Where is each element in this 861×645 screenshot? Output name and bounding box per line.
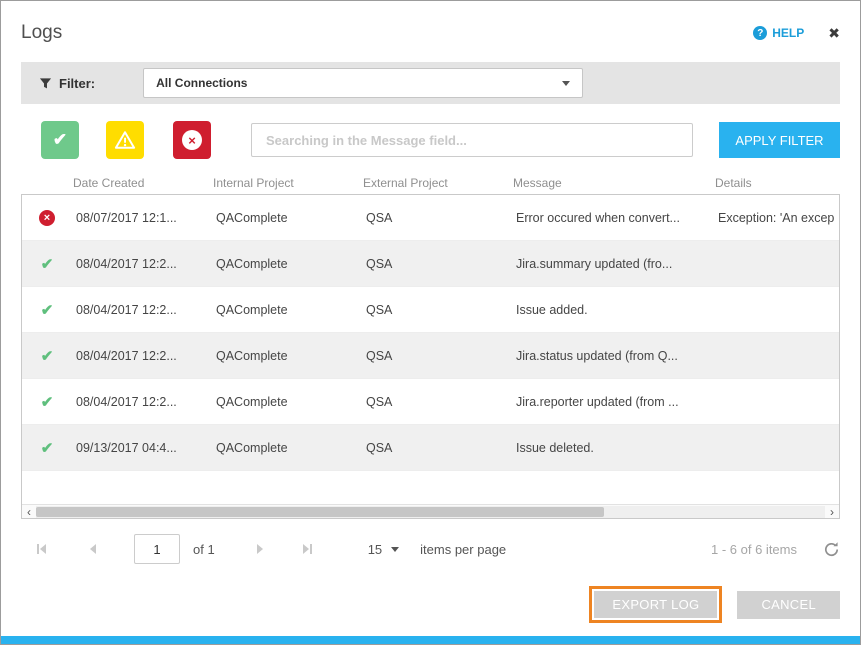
toolbar: ✔ × APPLY FILTER <box>21 121 840 159</box>
row-status-cell: ✔ <box>22 255 72 273</box>
table-row[interactable]: ✔ 08/04/2017 12:2... QAComplete QSA Jira.sta… <box>22 333 839 379</box>
error-icon: × <box>39 209 55 226</box>
refresh-icon[interactable] <box>823 541 840 558</box>
grid-header-row: Date Created Internal Project External P… <box>21 172 840 194</box>
last-page-icon[interactable] <box>302 544 312 554</box>
cell-external-project: QSA <box>366 302 393 317</box>
column-header-internal-project: Internal Project <box>213 176 294 190</box>
help-icon: ? <box>753 26 768 40</box>
cell-internal-project: QAComplete <box>216 348 288 363</box>
search-input[interactable] <box>251 123 693 157</box>
cell-message: Jira.reporter updated (from ... <box>516 394 679 409</box>
filter-warning-button[interactable] <box>106 121 144 159</box>
cell-message: Jira.status updated (from Q... <box>516 348 678 363</box>
grid-body-rows: × 08/07/2017 12:1... QAComplete QSA Error oc… <box>22 195 839 471</box>
cell-date: 08/04/2017 12:2... <box>76 302 177 317</box>
page-size-dropdown[interactable]: 15 <box>367 541 400 557</box>
cell-date: 09/13/2017 04:4... <box>76 440 177 455</box>
connections-dropdown-value: All Connections <box>156 76 248 90</box>
column-header-details: Details <box>715 176 752 190</box>
table-row[interactable]: × 08/07/2017 12:1... QAComplete QSA Error oc… <box>22 195 839 241</box>
export-log-highlight: EXPORT LOG <box>589 586 723 623</box>
cell-internal-project: QAComplete <box>216 210 288 225</box>
scrollbar-thumb[interactable] <box>36 506 605 517</box>
cell-internal-project: QAComplete <box>216 394 288 409</box>
scroll-right-arrow-icon[interactable]: › <box>830 504 834 519</box>
column-header-date-created: Date Created <box>73 176 145 190</box>
table-row[interactable]: ✔ 08/04/2017 12:2... QAComplete QSA Jira.rep… <box>22 379 839 425</box>
cell-external-project: QSA <box>366 394 393 409</box>
cell-date: 08/04/2017 12:2... <box>76 348 177 363</box>
success-icon: ✔ <box>40 301 54 319</box>
pager: of 1 15 items per page 1 - 6 of 6 items <box>21 527 840 571</box>
table-row[interactable]: ✔ 09/13/2017 04:4... QAComplete QSA Issue de… <box>22 425 839 471</box>
filter-success-button[interactable]: ✔ <box>41 121 79 159</box>
grid-empty-area <box>22 471 839 504</box>
cell-internal-project: QAComplete <box>216 302 288 317</box>
cell-message: Error occured when convert... <box>516 210 680 225</box>
filter-funnel-icon <box>39 77 52 90</box>
horizontal-scrollbar[interactable]: ‹ › <box>22 504 839 518</box>
cell-external-project: QSA <box>366 440 393 455</box>
cell-external-project: QSA <box>366 348 393 363</box>
row-status-cell: × <box>22 209 72 226</box>
dialog-footer: EXPORT LOG CANCEL <box>1 586 860 623</box>
close-icon[interactable]: ✖ <box>828 25 840 41</box>
row-status-cell: ✔ <box>22 439 72 457</box>
scroll-left-arrow-icon[interactable]: ‹ <box>27 504 31 519</box>
cell-external-project: QSA <box>366 210 393 225</box>
help-link[interactable]: ? HELP <box>753 26 804 40</box>
success-icon: ✔ <box>40 393 54 411</box>
cell-internal-project: QAComplete <box>216 256 288 271</box>
dialog-header: Logs ? HELP ✖ <box>1 1 860 51</box>
table-row[interactable]: ✔ 08/04/2017 12:2... QAComplete QSA Issue ad… <box>22 287 839 333</box>
cell-date: 08/07/2017 12:1... <box>76 210 177 225</box>
cell-date: 08/04/2017 12:2... <box>76 394 177 409</box>
column-header-external-project: External Project <box>363 176 448 190</box>
cell-message: Jira.summary updated (fro... <box>516 256 673 271</box>
warning-triangle-icon <box>114 130 136 150</box>
chevron-down-icon <box>391 546 400 552</box>
items-range-label: 1 - 6 of 6 items <box>711 541 797 557</box>
page-size-value: 15 <box>367 541 383 557</box>
success-icon: ✔ <box>40 347 54 365</box>
connections-dropdown[interactable]: All Connections <box>143 68 584 98</box>
export-log-button[interactable]: EXPORT LOG <box>594 591 718 618</box>
success-icon: ✔ <box>40 439 54 457</box>
cell-internal-project: QAComplete <box>216 440 288 455</box>
cell-date: 08/04/2017 12:2... <box>76 256 177 271</box>
filter-bar: Filter: All Connections <box>21 62 840 104</box>
cell-external-project: QSA <box>366 256 393 271</box>
cell-message: Issue added. <box>516 302 588 317</box>
page-number-input[interactable] <box>134 534 180 564</box>
row-status-cell: ✔ <box>22 301 72 319</box>
help-label: HELP <box>772 26 805 40</box>
log-grid: × 08/07/2017 12:1... QAComplete QSA Error oc… <box>21 194 840 519</box>
chevron-down-icon <box>562 80 571 86</box>
check-icon: ✔ <box>52 130 68 149</box>
cell-message: Issue deleted. <box>516 440 594 455</box>
page-title: Logs <box>21 22 63 43</box>
first-page-icon[interactable] <box>37 544 46 554</box>
table-row[interactable]: ✔ 08/04/2017 12:2... QAComplete QSA Jira.sum… <box>22 241 839 287</box>
scrollbar-track[interactable] <box>36 505 825 518</box>
column-header-message: Message <box>513 176 562 190</box>
previous-page-icon[interactable] <box>90 544 96 554</box>
row-status-cell: ✔ <box>22 393 72 411</box>
filter-error-button[interactable]: × <box>173 121 211 159</box>
items-per-page-label: items per page <box>420 541 507 557</box>
error-circle-icon: × <box>182 130 202 150</box>
cell-details: Exception: 'An excep <box>718 210 835 225</box>
cancel-button[interactable]: CANCEL <box>737 590 840 619</box>
next-page-icon[interactable] <box>256 544 263 554</box>
page-of-label: of 1 <box>193 541 215 557</box>
success-icon: ✔ <box>40 255 54 273</box>
apply-filter-button[interactable]: APPLY FILTER <box>719 122 840 158</box>
bottom-accent-bar <box>1 636 860 644</box>
filter-label: Filter: <box>59 75 96 91</box>
row-status-cell: ✔ <box>22 347 72 365</box>
